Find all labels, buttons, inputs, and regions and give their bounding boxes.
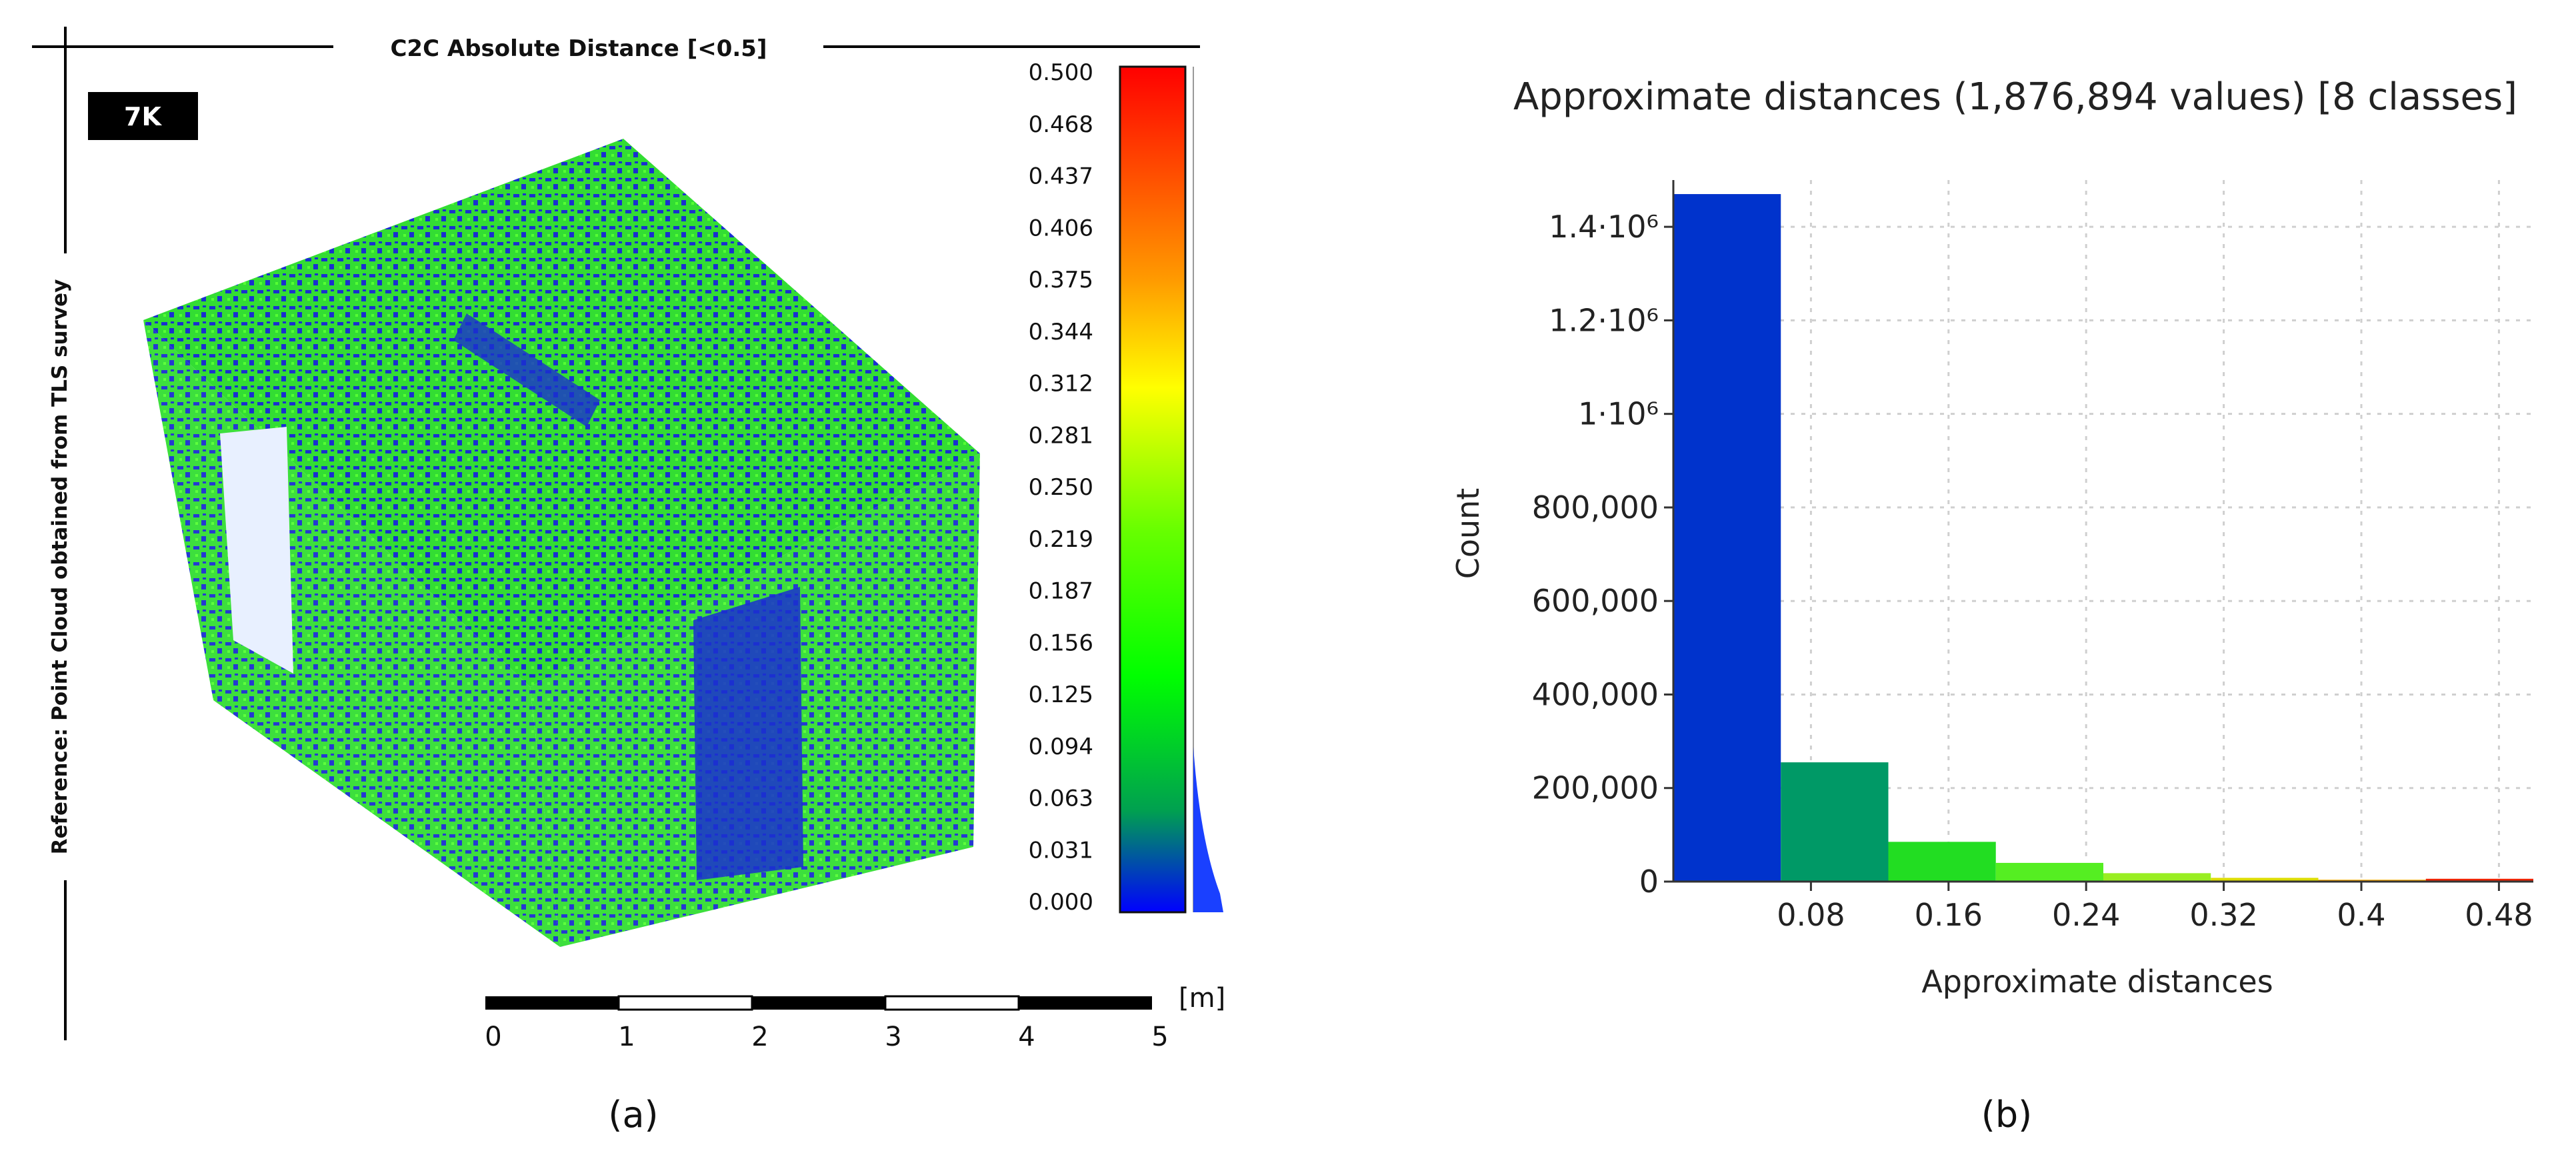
- chart-title: Approximate distances (1,876,894 values)…: [1513, 75, 2517, 119]
- colorbar-tick: 0.500: [1029, 59, 1093, 86]
- colorbar-tick: 0.468: [1029, 111, 1093, 138]
- badge-label: 7K: [124, 102, 162, 131]
- histogram-bar: [2211, 878, 2319, 882]
- colorbar-tick: 0.125: [1029, 682, 1093, 708]
- y-tick-label: 1.2·10⁶: [1549, 302, 1659, 338]
- colorbar-tick: 0.312: [1029, 371, 1093, 397]
- caption-a: (a): [608, 1094, 658, 1136]
- scale-bar-labels: 0 1 2 3 4 5: [485, 1022, 1168, 1052]
- x-tick-label: 0.48: [2465, 897, 2533, 933]
- colorbar-tick: 0.031: [1029, 837, 1093, 864]
- histogram-bar: [2103, 873, 2211, 882]
- histogram-bar: [1888, 842, 1996, 882]
- point-cloud-building: [143, 139, 980, 947]
- x-axis-label: Approximate distances: [1921, 964, 2273, 1000]
- x-tick-label: 0.32: [2189, 897, 2257, 933]
- colorbar-tick: 0.281: [1029, 422, 1093, 449]
- colorbar-histogram: [1193, 747, 1223, 912]
- histogram-bar: [1995, 862, 2103, 882]
- caption-b: (b): [1981, 1094, 2032, 1136]
- y-axis-label: Count: [1450, 488, 1486, 579]
- y-tick-label: 600,000: [1532, 583, 1659, 619]
- colorbar-tick: 0.219: [1029, 526, 1093, 553]
- x-tick-label: 0.24: [2052, 897, 2120, 933]
- x-tick-label: 0.16: [1915, 897, 1983, 933]
- scale-bar-label: 4: [1018, 1022, 1035, 1052]
- colorbar-tick-labels: 0.500 0.468 0.437 0.406 0.375 0.344 0.312 0.281…: [1029, 59, 1093, 916]
- colorbar-tick: 0.094: [1029, 734, 1093, 760]
- colorbar: [1119, 65, 1187, 914]
- histogram-bar: [2425, 878, 2533, 882]
- histogram-bars: [1673, 194, 2533, 882]
- scale-bar-label: 5: [1151, 1022, 1168, 1052]
- y-tick-label: 1·10⁶: [1578, 396, 1659, 432]
- x-tick-label: 0.4: [2337, 897, 2385, 933]
- reference-vertical-label: Reference: Point Cloud obtained from TLS…: [48, 279, 72, 855]
- y-tick-label: 800,000: [1532, 489, 1659, 525]
- colorbar-tick: 0.000: [1029, 889, 1093, 916]
- scale-bar-label: 1: [618, 1022, 635, 1052]
- scale-bar: [485, 995, 1152, 1011]
- colorbar-tick: 0.406: [1029, 215, 1093, 241]
- panel-a-title: C2C Absolute Distance [<0.5]: [390, 35, 767, 62]
- colorbar-tick: 0.156: [1029, 630, 1093, 656]
- y-tick-labels: 0 200,000 400,000 600,000 800,000 1·10⁶ 1.2·10…: [1532, 209, 1673, 900]
- x-tick-labels: 0.08 0.16 0.24 0.32 0.4 0.48: [1777, 882, 2533, 933]
- histogram-bar: [1673, 194, 1781, 882]
- y-tick-label: 200,000: [1532, 770, 1659, 806]
- scale-bar-label: 0: [485, 1022, 501, 1052]
- y-tick-label: 1.4·10⁶: [1549, 209, 1659, 245]
- y-tick-label: 400,000: [1532, 676, 1659, 712]
- histogram-bar: [1781, 762, 1889, 882]
- point-cloud-figure: 7K C2C Absolute Distance [<0.5] Referenc…: [32, 27, 1225, 1136]
- colorbar-tick: 0.187: [1029, 578, 1093, 605]
- colorbar-tick: 0.250: [1029, 474, 1093, 501]
- colorbar-tick: 0.063: [1029, 786, 1093, 812]
- colorbar-tick: 0.375: [1029, 267, 1093, 293]
- chart-axes: [1672, 180, 2533, 883]
- scale-bar-label: 2: [751, 1022, 768, 1052]
- chart-grid: [1673, 180, 2533, 882]
- scale-unit: [m]: [1179, 983, 1225, 1014]
- x-tick-label: 0.08: [1777, 897, 1845, 933]
- colorbar-tick: 0.344: [1029, 319, 1093, 345]
- panel-b-histogram: Approximate distances (1,876,894 values)…: [1267, 0, 2576, 1158]
- histogram-chart: Approximate distances (1,876,894 values)…: [1450, 75, 2533, 1136]
- panel-a-point-cloud: 7K C2C Absolute Distance [<0.5] Referenc…: [0, 0, 1267, 1158]
- y-tick-label: 0: [1639, 864, 1659, 900]
- scale-bar-label: 3: [885, 1022, 901, 1052]
- badge-7k: [88, 92, 198, 140]
- colorbar-tick: 0.437: [1029, 163, 1093, 190]
